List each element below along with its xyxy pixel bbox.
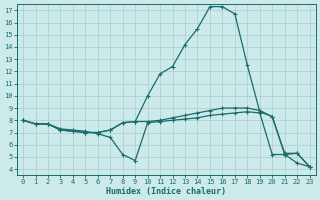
X-axis label: Humidex (Indice chaleur): Humidex (Indice chaleur) [106,187,226,196]
